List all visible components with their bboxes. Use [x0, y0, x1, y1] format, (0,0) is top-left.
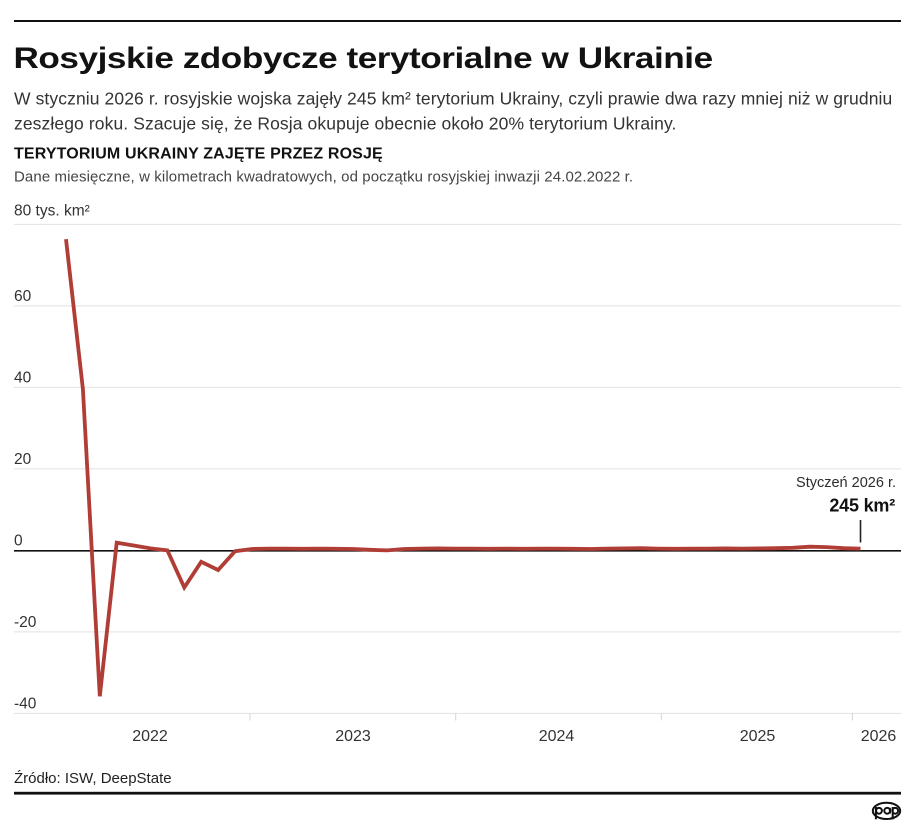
svg-text:-40: -40 [14, 696, 37, 713]
svg-text:2023: 2023 [335, 728, 371, 745]
svg-text:2025: 2025 [740, 728, 776, 745]
svg-text:40: 40 [14, 370, 32, 387]
svg-text:60: 60 [14, 288, 32, 305]
svg-text:-20: -20 [14, 614, 37, 631]
svg-text:TERYTORIUM UKRAINY ZAJĘTE PRZE: TERYTORIUM UKRAINY ZAJĘTE PRZEZ ROSJĘ [14, 146, 383, 163]
svg-text:245 km²: 245 km² [829, 496, 895, 516]
svg-text:Źródło: ISW, DeepState: Źródło: ISW, DeepState [14, 770, 172, 787]
svg-text:20: 20 [14, 451, 32, 468]
svg-text:Rosyjskie zdobycze terytorialn: Rosyjskie zdobycze terytorialne w Ukrain… [14, 40, 713, 74]
svg-text:Styczeń 2026 r.: Styczeń 2026 r. [796, 475, 896, 491]
svg-text:W styczniu 2026 r. rosyjskie w: W styczniu 2026 r. rosyjskie wojska zaję… [14, 89, 892, 109]
svg-text:80 tys. km²: 80 tys. km² [14, 203, 90, 220]
svg-text:Dane miesięczne, w kilometrach: Dane miesięczne, w kilometrach kwadratow… [14, 169, 633, 186]
svg-text:0: 0 [14, 533, 23, 550]
svg-text:2022: 2022 [132, 728, 168, 745]
svg-text:2024: 2024 [539, 728, 575, 745]
svg-text:2026: 2026 [861, 728, 897, 745]
svg-text:zeszłego roku. Szacuje się, że: zeszłego roku. Szacuje się, że Rosja oku… [14, 114, 677, 134]
